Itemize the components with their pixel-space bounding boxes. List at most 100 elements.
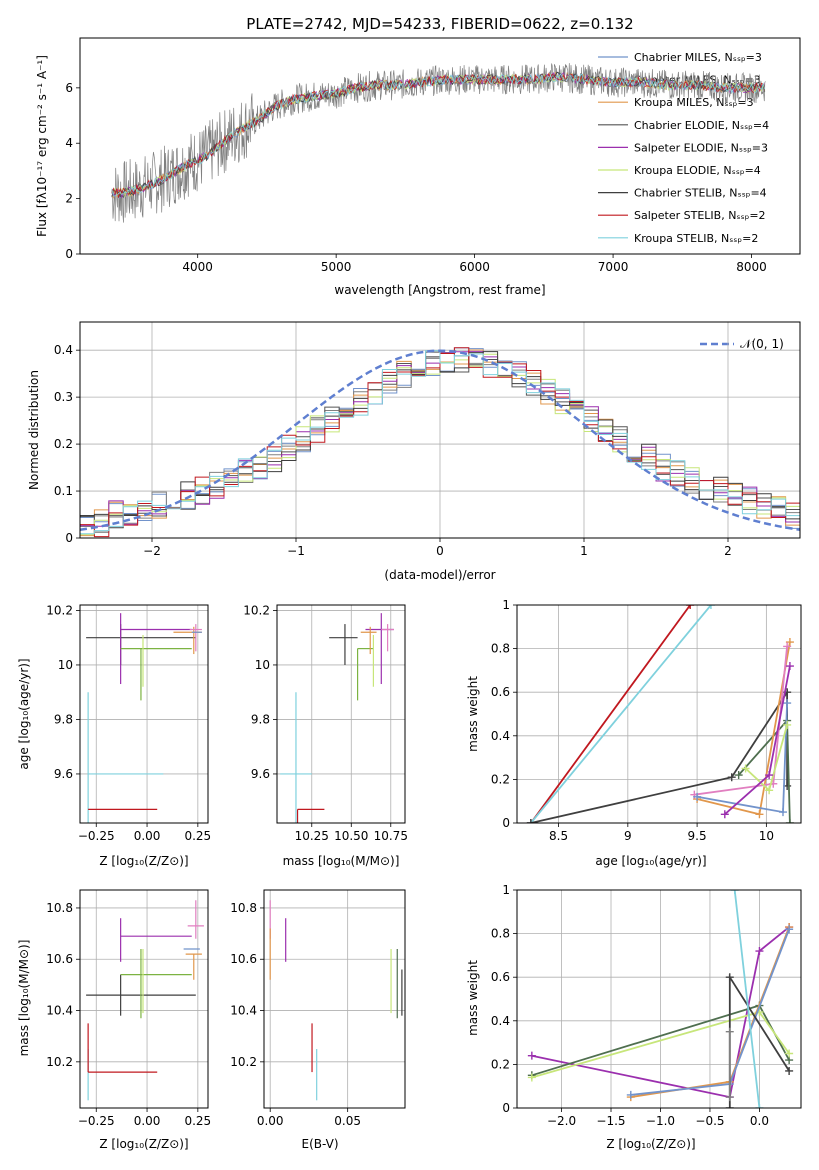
- weight-marker: [730, 890, 739, 894]
- y-tick-label: 10.8: [230, 901, 257, 915]
- weight-marker: [725, 1104, 734, 1108]
- x-tick-label: 0.00: [257, 1114, 284, 1128]
- age-vs-Z-xlabel: Z [log₁₀(Z/Z⊙)]: [99, 854, 188, 868]
- weight-marker: [527, 1073, 536, 1082]
- weight-series-line: [530, 689, 788, 823]
- x-tick-label: 0.00: [134, 1114, 161, 1128]
- error-bar-point: [329, 624, 358, 665]
- legend-label: Chabrier MILES, Nₛₛₚ=3: [634, 51, 762, 64]
- mass-vs-Z-xlabel: Z [log₁₀(Z/Z⊙)]: [99, 1137, 188, 1151]
- age-vs-mass-xlabel: mass [log₁₀(M/M⊙)]: [283, 854, 400, 868]
- x-tick-label: 2: [724, 544, 732, 558]
- mass-vs-Z-ticks: −0.25 0.00 0.25 10.2 10.4 10.6 10.8: [46, 901, 211, 1128]
- weight-marker: [783, 720, 792, 729]
- y-tick-label: 0.8: [491, 927, 510, 941]
- legend-normal-label: 𝒩(0, 1): [740, 337, 784, 351]
- spectrum-plot-area: [111, 63, 766, 223]
- normal-curve: [80, 349, 800, 532]
- weight-marker: [785, 638, 794, 647]
- x-tick-label: 0.00: [134, 829, 161, 843]
- weight-series-line: [530, 605, 691, 823]
- spectrum-ticks: 4000 5000 6000 7000 8000 0 2 4 6: [65, 81, 766, 274]
- y-tick-label: 0.2: [54, 437, 73, 451]
- error-bar-point: [187, 900, 204, 939]
- weight-marker: [725, 1027, 734, 1036]
- age-vs-mass-plot-area: [280, 613, 394, 823]
- x-tick-label: −1.5: [596, 1114, 625, 1128]
- weight-marker: [720, 810, 729, 819]
- x-tick-label: 1: [580, 544, 588, 558]
- model-spectrum: [111, 73, 766, 197]
- error-bar-point: [120, 647, 192, 701]
- x-tick-label: −1.0: [646, 1114, 675, 1128]
- panel-mass-vs-Z: Z [log₁₀(Z/Z⊙)] mass [log₁₀(M/M⊙)] −0.25…: [17, 889, 211, 1151]
- mass-weight-vs-Z-ylabel: mass weight: [466, 960, 480, 1036]
- x-tick-label: −2.0: [547, 1114, 576, 1128]
- mass-weight-vs-Z-plot-area: [527, 890, 794, 1108]
- y-tick-label: 10.2: [243, 603, 270, 617]
- mass-vs-ebv-plot-area: [269, 900, 403, 1101]
- y-tick-label: 0.8: [491, 642, 510, 656]
- mass-vs-ebv-frame: [263, 889, 406, 1109]
- error-bar-point: [185, 953, 202, 980]
- weight-marker: [734, 771, 743, 780]
- mass-weight-vs-Z-ticks: −2.0 −1.5 −1.0 −0.5 0.0 0 0.2 0.4 0.6 0.8 1: [491, 883, 769, 1128]
- x-tick-label: −0.25: [78, 829, 115, 843]
- weight-marker: [725, 973, 734, 982]
- weight-series-line: [724, 665, 791, 815]
- mass-vs-ebv-ticks: 0.00 0.05 10.2 10.4 10.6 10.8: [230, 901, 361, 1128]
- y-tick-label: 0.1: [54, 484, 73, 498]
- error-bar-point: [120, 918, 192, 962]
- weight-marker: [755, 947, 764, 956]
- weight-marker: [785, 1066, 794, 1075]
- y-tick-label: 0: [65, 531, 73, 545]
- mass-weight-vs-age-grid: [517, 604, 801, 824]
- residual-histogram: [80, 347, 800, 538]
- x-tick-label: 5000: [321, 260, 352, 274]
- weight-series-line: [696, 703, 788, 814]
- x-tick-label: 0.25: [184, 1114, 211, 1128]
- weight-marker: [526, 819, 535, 823]
- spectrum-ylabel: Flux [fλ10⁻¹⁷ erg cm⁻² s⁻¹ A⁻¹]: [35, 55, 49, 237]
- legend-label: Chabrier STELIB, Nₛₛₚ=4: [634, 187, 767, 200]
- x-tick-label: −0.25: [78, 1114, 115, 1128]
- y-tick-label: 0.4: [491, 729, 510, 743]
- y-tick-label: 10: [255, 658, 270, 672]
- error-bar-point: [189, 624, 202, 652]
- y-tick-label: 0.6: [491, 685, 510, 699]
- y-tick-label: 2: [65, 192, 73, 206]
- mass-weight-vs-age-ylabel: mass weight: [466, 676, 480, 752]
- weight-marker: [785, 819, 794, 823]
- error-bar-point: [87, 692, 164, 823]
- panel-spectrum: wavelength [Angstrom, rest frame] Flux […: [35, 37, 801, 297]
- weight-series-line: [530, 605, 712, 823]
- age-vs-mass-grid: [277, 605, 405, 823]
- y-tick-label: 9.8: [251, 712, 270, 726]
- y-tick-label: 10.2: [230, 1055, 257, 1069]
- mass-weight-vs-age-ticks: 8.5 9 9.5 10 0 0.2 0.4 0.6 0.8 1: [491, 598, 774, 843]
- x-tick-label: 6000: [459, 260, 490, 274]
- error-bar-point: [356, 647, 374, 701]
- x-tick-label: 10.25: [295, 829, 329, 843]
- legend-label: Salpeter ELODIE, Nₛₛₚ=3: [634, 141, 768, 154]
- panel-age-vs-Z: Z [log₁₀(Z/Z⊙)] age [log₁₀(age/yr)] −0.2…: [17, 603, 211, 868]
- legend-label: Kroupa STELIB, Nₛₛₚ=2: [634, 232, 758, 245]
- residuals-legend: 𝒩(0, 1): [700, 337, 784, 351]
- y-tick-label: 0: [502, 816, 510, 830]
- panel-age-vs-mass: mass [log₁₀(M/M⊙)] 10.25 10.50 10.75 9.6 9.8…: [243, 603, 408, 868]
- x-tick-label: 9: [624, 829, 632, 843]
- y-tick-label: 10.6: [230, 952, 257, 966]
- mass-weight-vs-age-frame: [516, 604, 802, 824]
- spectrum-frame: [79, 37, 801, 255]
- y-tick-label: 10: [58, 658, 73, 672]
- mass-weight-vs-Z-xlabel: Z [log₁₀(Z/Z⊙)]: [606, 1137, 695, 1151]
- error-bar-point: [120, 948, 192, 1019]
- y-tick-label: 10.2: [46, 603, 73, 617]
- weight-marker: [706, 605, 715, 609]
- legend-label: Kroupa MILES, Nₛₛₚ=3: [634, 96, 754, 109]
- panel-mass-weight-vs-age: age [log₁₀(age/yr)] mass weight 8.5 9 9.5 1…: [466, 598, 802, 868]
- weight-marker: [755, 810, 764, 819]
- weight-marker: [727, 773, 736, 782]
- error-bar-point: [360, 626, 377, 655]
